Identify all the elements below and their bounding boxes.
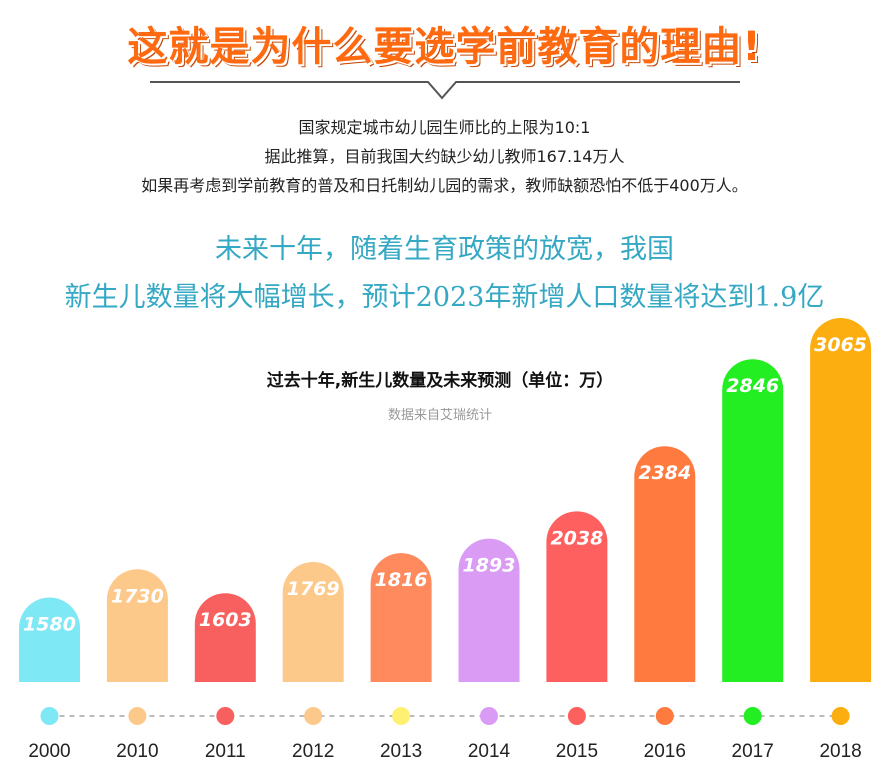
- year-label: 2016: [644, 741, 686, 762]
- bar-value-label: 2038: [550, 527, 603, 549]
- year-label: 2012: [292, 741, 334, 762]
- bar-2011: [194, 593, 256, 682]
- year-label: 2018: [819, 741, 861, 762]
- intro-text: 国家规定城市幼儿园生师比的上限为10:1 据此推算，目前我国大约缺少幼儿教师16…: [0, 113, 889, 200]
- intro-line: 国家规定城市幼儿园生师比的上限为10:1: [298, 118, 591, 137]
- year-label: 2010: [116, 741, 158, 762]
- bar-value-label: 2846: [726, 375, 779, 397]
- timeline-dot: [567, 707, 586, 725]
- bar-2014: [458, 538, 520, 682]
- bar-2013: [370, 553, 432, 682]
- year-label: 2014: [468, 741, 511, 762]
- chart-source: 数据来自艾瑞统计: [387, 408, 492, 423]
- highlight-line: 未来十年，随着生育政策的放宽，我国: [215, 234, 674, 265]
- intro-line: 据此推算，目前我国大约缺少幼儿教师167.14万人: [264, 147, 625, 166]
- timeline-dot: [304, 707, 323, 725]
- timeline-dot: [743, 707, 762, 725]
- bar-value-label: 1893: [463, 555, 516, 577]
- highlight-text: 未来十年，随着生育政策的放宽，我国 新生儿数量将大幅增长，预计2023年新增人口…: [0, 226, 889, 322]
- timeline-dot: [216, 707, 235, 725]
- bar-2018: [810, 317, 872, 682]
- year-label: 2017: [732, 741, 774, 762]
- timeline-dot: [655, 707, 674, 725]
- timeline-dot: [128, 707, 147, 725]
- bar-2017: [722, 359, 784, 682]
- bar-value-label: 1603: [199, 609, 252, 631]
- bar-2016: [634, 446, 696, 682]
- bar-2010: [106, 569, 168, 682]
- headline: 这就是为什么要选学前教育的理由!: [127, 24, 762, 70]
- bar-value-label: 2384: [638, 462, 691, 484]
- year-label: 2011: [205, 741, 246, 762]
- bar-value-label: 1816: [375, 569, 428, 591]
- headline-divider: [150, 81, 740, 100]
- bar-value-label: 3065: [814, 334, 867, 356]
- chart-title: 过去十年,新生儿数量及未来预测（单位：万）: [266, 371, 614, 391]
- bar-value-label: 1580: [23, 614, 76, 636]
- timeline-dot: [480, 707, 498, 725]
- highlight-line: 新生儿数量将大幅增长，预计2023年新增人口数量将达到1.9亿: [64, 282, 825, 313]
- year-label: 2013: [380, 741, 422, 762]
- intro-line: 如果再考虑到学前教育的普及和日托制幼儿园的需求，教师缺额恐怕不低于400万人。: [141, 176, 748, 195]
- timeline-dot: [392, 707, 411, 725]
- bar-2000: [19, 597, 80, 682]
- timeline-dot: [40, 707, 59, 725]
- bar-2012: [282, 561, 344, 682]
- year-label: 2015: [556, 741, 598, 762]
- bar-value-label: 1730: [111, 585, 164, 607]
- year-label: 2000: [28, 741, 70, 762]
- bar-value-label: 1769: [287, 578, 340, 600]
- timeline-dot: [831, 707, 850, 725]
- bar-2015: [546, 511, 608, 682]
